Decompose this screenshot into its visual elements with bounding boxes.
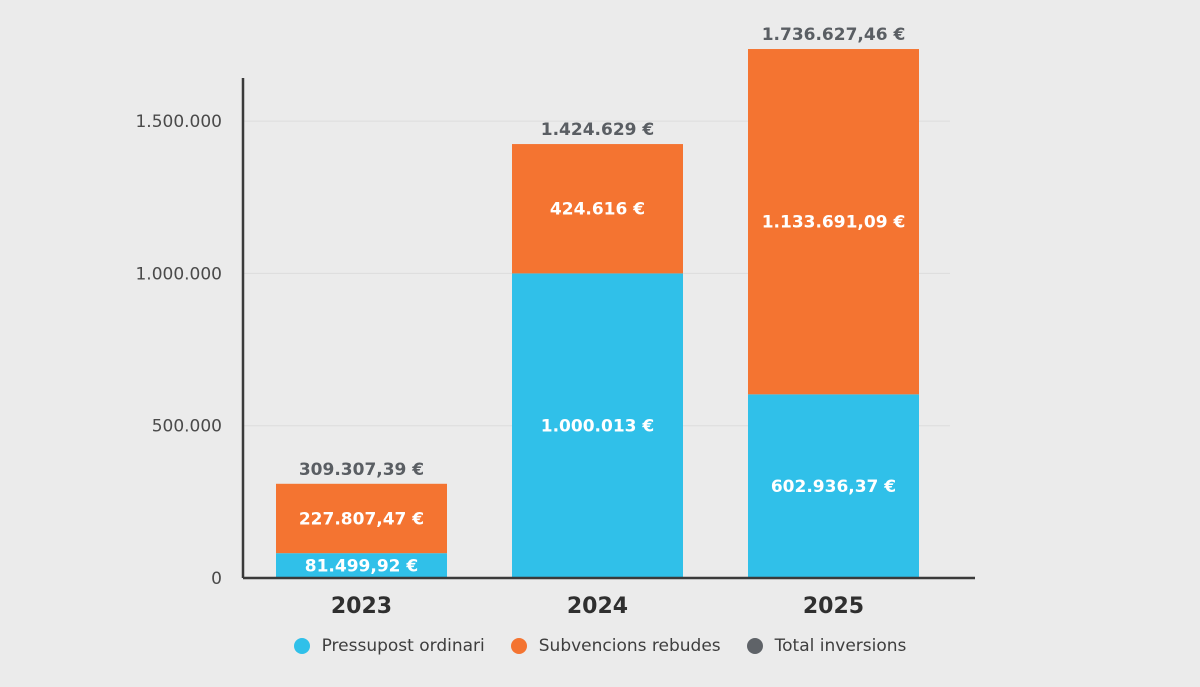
total-label-2023: 309.307,39 € (299, 460, 424, 480)
x-tick-2024: 2024 (567, 594, 628, 619)
bar-label-2023-series-0: 81.499,92 € (305, 557, 418, 577)
bar-2023-series-1 (276, 483, 447, 554)
bar-label-2025-series-1: 1.133.691,09 € (762, 213, 906, 233)
bar-label-2023-series-1: 227.807,47 € (299, 509, 424, 529)
y-tick-label-3: 1.500.000 (135, 112, 222, 132)
legend-item-subvencions: Subvencions rebudes (510, 636, 721, 656)
bar-label-2024-series-0: 1.000.013 € (541, 417, 654, 437)
legend: Pressupost ordinari Subvencions rebudes … (0, 636, 1200, 656)
legend-item-total: Total inversions (746, 636, 907, 656)
legend-swatch-subvencions (510, 638, 527, 654)
legend-label-total: Total inversions (774, 636, 907, 656)
bar-2024-series-1 (512, 144, 683, 274)
bar-label-2024-series-1: 424.616 € (550, 200, 645, 220)
x-tick-2025: 2025 (803, 594, 864, 619)
y-tick-label-1: 500.000 (152, 417, 222, 437)
bar-2023-series-0 (276, 553, 447, 578)
bar-2025-series-0 (748, 394, 919, 578)
bar-2025-series-1 (748, 49, 919, 395)
legend-swatch-total (746, 638, 763, 654)
bar-2024-series-0 (512, 273, 683, 578)
legend-item-pressupost: Pressupost ordinari (293, 636, 485, 656)
y-tick-label-2: 1.000.000 (135, 264, 222, 284)
legend-label-subvencions: Subvencions rebudes (538, 636, 721, 656)
bar-label-2025-series-0: 602.936,37 € (771, 477, 896, 497)
legend-label-pressupost: Pressupost ordinari (321, 636, 485, 656)
chart-canvas: 81.499,92 € 227.807,47 € 309.307,39 € 2023 1… (135, 25, 975, 619)
legend-swatch-pressupost (293, 638, 310, 654)
y-tick-label-0: 0 (211, 569, 222, 589)
x-tick-2023: 2023 (331, 594, 392, 619)
total-label-2024: 1.424.629 € (541, 120, 654, 140)
total-label-2025: 1.736.627,46 € (762, 25, 906, 45)
